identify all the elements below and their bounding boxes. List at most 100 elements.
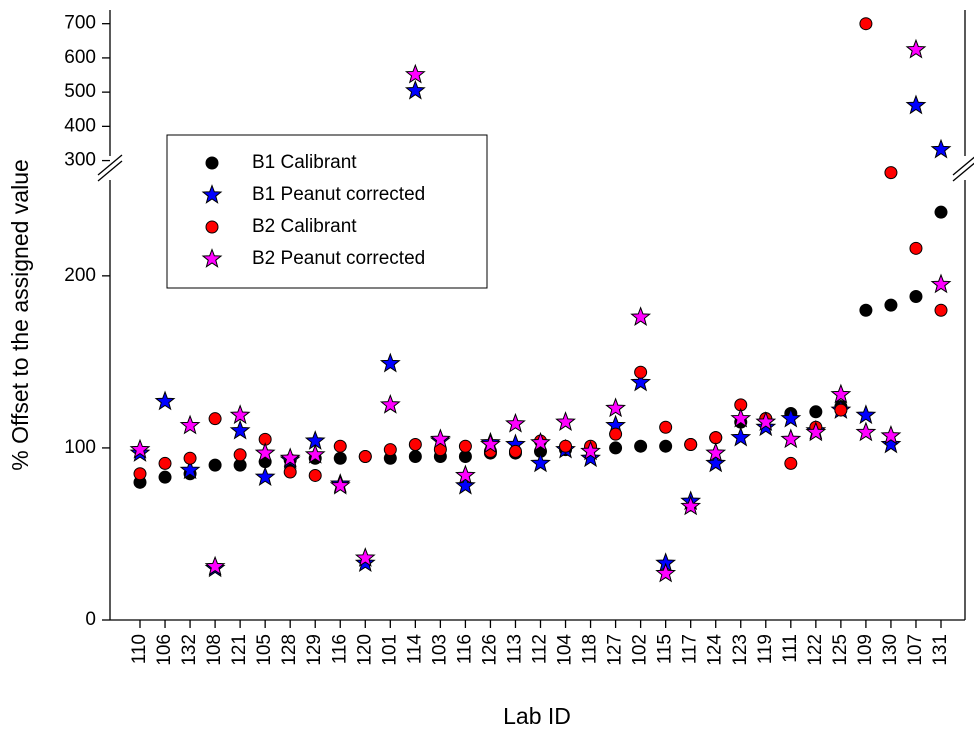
data-point [605,397,626,418]
data-point [279,447,301,468]
data-point [684,437,698,451]
data-point [458,439,472,453]
data-point [680,495,702,516]
legend-label: B1 Peanut corrected [252,184,425,205]
y-tick-label: 400 [64,115,96,136]
x-tick-label: 115 [655,634,676,664]
data-point [855,421,877,442]
data-point [154,390,176,411]
data-point [730,407,752,428]
data-point [254,466,276,487]
data-point [183,451,197,465]
data-point [354,547,376,567]
x-tick-label: 109 [855,634,876,666]
x-tick-label: 113 [504,634,525,664]
x-tick-label: 128 [279,634,300,666]
y-tick-label: 700 [64,13,96,34]
data-point [659,439,673,453]
x-tick-label: 127 [605,634,626,666]
data-point [905,38,927,59]
x-tick-label: 131 [930,634,951,666]
x-tick-label: 104 [555,634,576,666]
data-point [930,138,952,159]
legend-label: B2 Peanut corrected [252,248,425,269]
x-tick-label: 114 [404,634,425,665]
axis-break [97,160,123,182]
x-tick-label: 110 [129,634,150,664]
data-point [805,421,827,442]
data-point [358,450,372,464]
x-tick-label: 107 [905,634,926,666]
data-point [455,474,476,495]
x-tick-label: 105 [254,634,275,666]
data-point [630,306,652,326]
data-point [408,437,422,451]
x-tick-label: 123 [730,634,751,666]
data-point [333,439,347,453]
x-tick-label: 129 [304,634,325,666]
x-tick-label: 125 [830,634,851,666]
data-point [204,555,226,576]
x-tick-label: 132 [179,634,200,666]
x-tick-label: 122 [805,634,826,666]
x-tick-label: 102 [630,634,651,666]
data-point [930,273,952,294]
data-point [659,420,673,434]
data-point [455,464,476,485]
data-point [880,433,902,454]
legend-label: B2 Calibrant [252,216,357,237]
data-point [530,452,551,473]
data-point [634,365,648,379]
data-point [780,428,802,449]
data-point [580,447,601,468]
x-tick-label: 101 [379,634,400,666]
legend-box [166,134,488,289]
data-point [254,442,276,462]
data-point [634,439,648,453]
x-tick-label: 103 [429,634,450,666]
legend-marker [201,248,223,268]
x-axis-title: Lab ID [503,703,571,729]
data-point [830,383,852,404]
data-point [859,303,873,317]
x-tick-label: 124 [705,634,726,666]
data-point [884,298,898,312]
axis-break [952,156,974,176]
x-tick-label: 106 [154,634,175,666]
x-tick-label: 121 [229,634,250,666]
data-point [884,166,898,180]
axis-break [97,154,123,176]
data-point [834,403,848,417]
data-point [383,443,397,457]
data-point [233,448,247,462]
data-point [905,94,927,115]
data-point [133,467,147,481]
data-point [655,562,677,583]
data-point [333,451,347,465]
data-point [505,412,526,433]
y-tick-label: 100 [64,437,96,458]
y-tick-label: 200 [64,265,96,286]
data-point [404,63,426,84]
data-point [784,456,798,470]
x-tick-label: 111 [780,634,801,663]
data-point [809,405,823,419]
data-point [580,440,601,461]
data-point [208,458,222,472]
data-point [158,470,172,484]
data-point [755,411,777,431]
x-tick-label: 126 [479,634,500,666]
x-tick-label: 130 [880,634,901,666]
data-point [609,441,623,455]
data-point [208,412,222,426]
data-point [304,443,326,464]
data-point [329,474,351,495]
x-tick-label: 120 [354,634,375,666]
data-point [934,205,948,219]
data-point [179,414,201,435]
x-tick-label: 118 [580,634,601,664]
data-point [379,393,401,414]
y-tick-label: 600 [64,47,96,68]
data-point [404,79,426,100]
data-point [705,442,727,462]
